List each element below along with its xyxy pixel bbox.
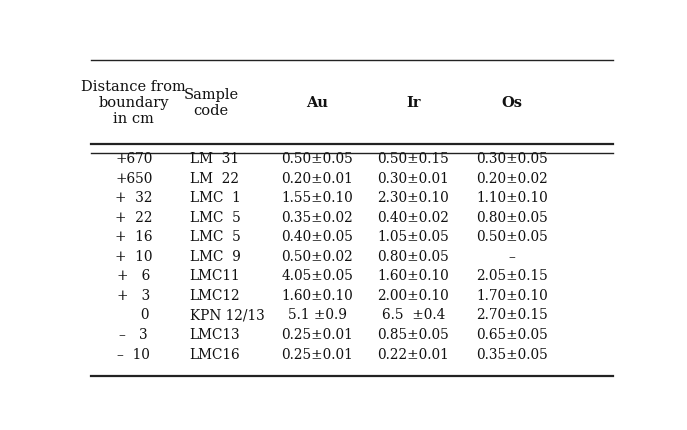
Text: Au: Au bbox=[306, 96, 328, 110]
Text: 0.20±0.01: 0.20±0.01 bbox=[282, 172, 353, 186]
Text: 0.20±0.02: 0.20±0.02 bbox=[476, 172, 548, 186]
Text: 0.25±0.01: 0.25±0.01 bbox=[282, 328, 353, 342]
Text: +  32: + 32 bbox=[115, 191, 153, 205]
Text: 2.30±0.10: 2.30±0.10 bbox=[377, 191, 449, 205]
Text: +  16: + 16 bbox=[115, 230, 153, 244]
Text: 0.50±0.05: 0.50±0.05 bbox=[476, 230, 548, 244]
Text: 2.00±0.10: 2.00±0.10 bbox=[377, 289, 449, 303]
Text: 1.70±0.10: 1.70±0.10 bbox=[476, 289, 548, 303]
Text: 1.60±0.10: 1.60±0.10 bbox=[282, 289, 353, 303]
Text: 1.55±0.10: 1.55±0.10 bbox=[282, 191, 353, 205]
Text: 0.40±0.02: 0.40±0.02 bbox=[377, 211, 449, 225]
Text: 5.1 ±0.9: 5.1 ±0.9 bbox=[288, 308, 347, 322]
Text: 0.40±0.05: 0.40±0.05 bbox=[282, 230, 353, 244]
Text: Sample
code: Sample code bbox=[183, 88, 238, 118]
Text: 0.30±0.01: 0.30±0.01 bbox=[377, 172, 449, 186]
Text: +670: +670 bbox=[115, 152, 153, 166]
Text: LMC13: LMC13 bbox=[190, 328, 240, 342]
Text: Os: Os bbox=[502, 96, 522, 110]
Text: –  10: – 10 bbox=[117, 347, 150, 362]
Text: 0.50±0.15: 0.50±0.15 bbox=[377, 152, 449, 166]
Text: LMC  5: LMC 5 bbox=[190, 211, 240, 225]
Text: 0.30±0.05: 0.30±0.05 bbox=[476, 152, 548, 166]
Text: Ir: Ir bbox=[406, 96, 420, 110]
Text: 0.25±0.01: 0.25±0.01 bbox=[282, 347, 353, 362]
Text: 0.85±0.05: 0.85±0.05 bbox=[377, 328, 449, 342]
Text: LM  22: LM 22 bbox=[190, 172, 238, 186]
Text: +650: +650 bbox=[115, 172, 153, 186]
Text: 0.50±0.02: 0.50±0.02 bbox=[282, 250, 353, 264]
Text: 0.80±0.05: 0.80±0.05 bbox=[476, 211, 548, 225]
Text: LMC16: LMC16 bbox=[190, 347, 240, 362]
Text: +  10: + 10 bbox=[115, 250, 153, 264]
Text: 1.60±0.10: 1.60±0.10 bbox=[377, 270, 449, 283]
Text: 0: 0 bbox=[119, 308, 149, 322]
Text: LMC11: LMC11 bbox=[190, 270, 240, 283]
Text: 0.80±0.05: 0.80±0.05 bbox=[377, 250, 449, 264]
Text: LMC  5: LMC 5 bbox=[190, 230, 240, 244]
Text: –   3: – 3 bbox=[120, 328, 148, 342]
Text: 0.22±0.01: 0.22±0.01 bbox=[377, 347, 449, 362]
Text: LMC12: LMC12 bbox=[190, 289, 240, 303]
Text: +   6: + 6 bbox=[117, 270, 150, 283]
Text: 0.65±0.05: 0.65±0.05 bbox=[476, 328, 548, 342]
Text: 0.35±0.05: 0.35±0.05 bbox=[476, 347, 548, 362]
Text: 0.50±0.05: 0.50±0.05 bbox=[282, 152, 353, 166]
Text: +   3: + 3 bbox=[117, 289, 150, 303]
Text: 1.05±0.05: 1.05±0.05 bbox=[377, 230, 449, 244]
Text: 2.70±0.15: 2.70±0.15 bbox=[476, 308, 548, 322]
Text: 2.05±0.15: 2.05±0.15 bbox=[476, 270, 548, 283]
Text: LMC  9: LMC 9 bbox=[190, 250, 240, 264]
Text: +  22: + 22 bbox=[115, 211, 153, 225]
Text: LMC  1: LMC 1 bbox=[190, 191, 240, 205]
Text: KPN 12/13: KPN 12/13 bbox=[190, 308, 264, 322]
Text: 0.35±0.02: 0.35±0.02 bbox=[282, 211, 353, 225]
Text: Distance from
boundary
in cm: Distance from boundary in cm bbox=[82, 80, 186, 126]
Text: –: – bbox=[508, 250, 515, 264]
Text: 1.10±0.10: 1.10±0.10 bbox=[476, 191, 548, 205]
Text: LM  31: LM 31 bbox=[190, 152, 238, 166]
Text: 6.5  ±0.4: 6.5 ±0.4 bbox=[382, 308, 445, 322]
Text: 4.05±0.05: 4.05±0.05 bbox=[282, 270, 353, 283]
